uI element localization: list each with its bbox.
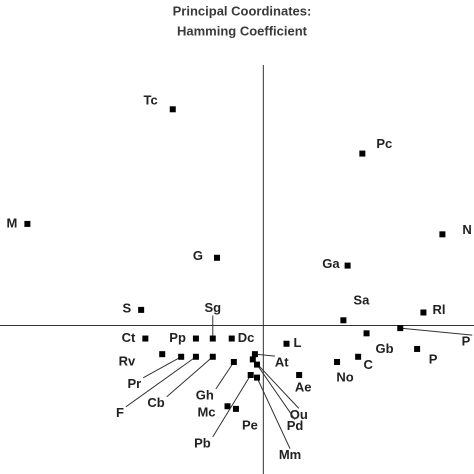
point-label: P	[462, 334, 471, 349]
point-label: Tc	[144, 93, 158, 108]
point-label: Pe	[242, 417, 258, 432]
point-label: Pb	[194, 435, 211, 450]
point-label: C	[363, 357, 373, 372]
point-label: Ct	[122, 330, 136, 345]
point-label: Pd	[287, 418, 304, 433]
point-label: Ae	[295, 379, 312, 394]
point-label: Mm	[279, 447, 301, 462]
point	[159, 351, 166, 358]
point	[213, 254, 220, 261]
point	[228, 335, 235, 342]
leader-line	[212, 374, 252, 438]
leader-line	[166, 356, 214, 398]
point	[230, 358, 237, 365]
chart-subtitle: Hamming Coefficient	[177, 23, 308, 38]
leader-line	[254, 353, 275, 357]
point	[138, 306, 145, 313]
point	[209, 353, 216, 360]
point	[178, 353, 185, 360]
point	[397, 325, 404, 332]
point	[439, 231, 446, 238]
point-label: Gb	[376, 341, 394, 356]
point-label: N	[462, 222, 471, 237]
point	[340, 317, 347, 324]
point-label: Cb	[147, 395, 164, 410]
point-label: At	[275, 355, 289, 370]
point	[254, 361, 261, 368]
point	[355, 353, 362, 360]
point	[169, 106, 176, 113]
point	[251, 351, 258, 358]
point-label: Rv	[119, 354, 136, 369]
point-label: No	[336, 369, 353, 384]
point-label: Sg	[204, 300, 221, 315]
point-label: Pp	[169, 330, 186, 345]
point-label: Rl	[432, 302, 445, 317]
point-label: S	[122, 300, 131, 315]
point	[209, 335, 216, 342]
point-label: L	[294, 335, 302, 350]
point	[334, 358, 341, 365]
chart-title: Principal Coordinates:	[173, 3, 312, 18]
point	[192, 353, 199, 360]
point-label: Mc	[197, 405, 215, 420]
point-label: Ga	[322, 256, 340, 271]
point-label: Sa	[353, 293, 370, 308]
point-label: G	[193, 248, 203, 263]
point-label: Pc	[376, 136, 392, 151]
point	[359, 150, 366, 157]
point	[247, 372, 254, 379]
point	[344, 262, 351, 269]
point-label: Dc	[238, 330, 255, 345]
point	[224, 403, 231, 410]
point	[296, 372, 303, 379]
point-label: P	[429, 351, 438, 366]
leader-line	[252, 359, 300, 409]
leader-line	[256, 364, 296, 420]
point	[192, 335, 199, 342]
leader-line	[400, 327, 473, 336]
point	[414, 345, 421, 352]
point-label: M	[7, 215, 18, 230]
point-label: Pr	[127, 376, 141, 391]
point	[363, 330, 370, 337]
point	[420, 309, 427, 316]
point	[24, 220, 31, 227]
point-label: F	[116, 405, 124, 420]
point	[249, 356, 256, 363]
leader-line	[215, 361, 235, 390]
leader-line	[142, 356, 182, 379]
leader-line	[256, 377, 291, 449]
point	[232, 405, 239, 412]
point	[254, 374, 261, 381]
point	[283, 340, 290, 347]
point	[142, 335, 149, 342]
point-label: Gh	[196, 387, 214, 402]
leader-line	[125, 356, 197, 408]
